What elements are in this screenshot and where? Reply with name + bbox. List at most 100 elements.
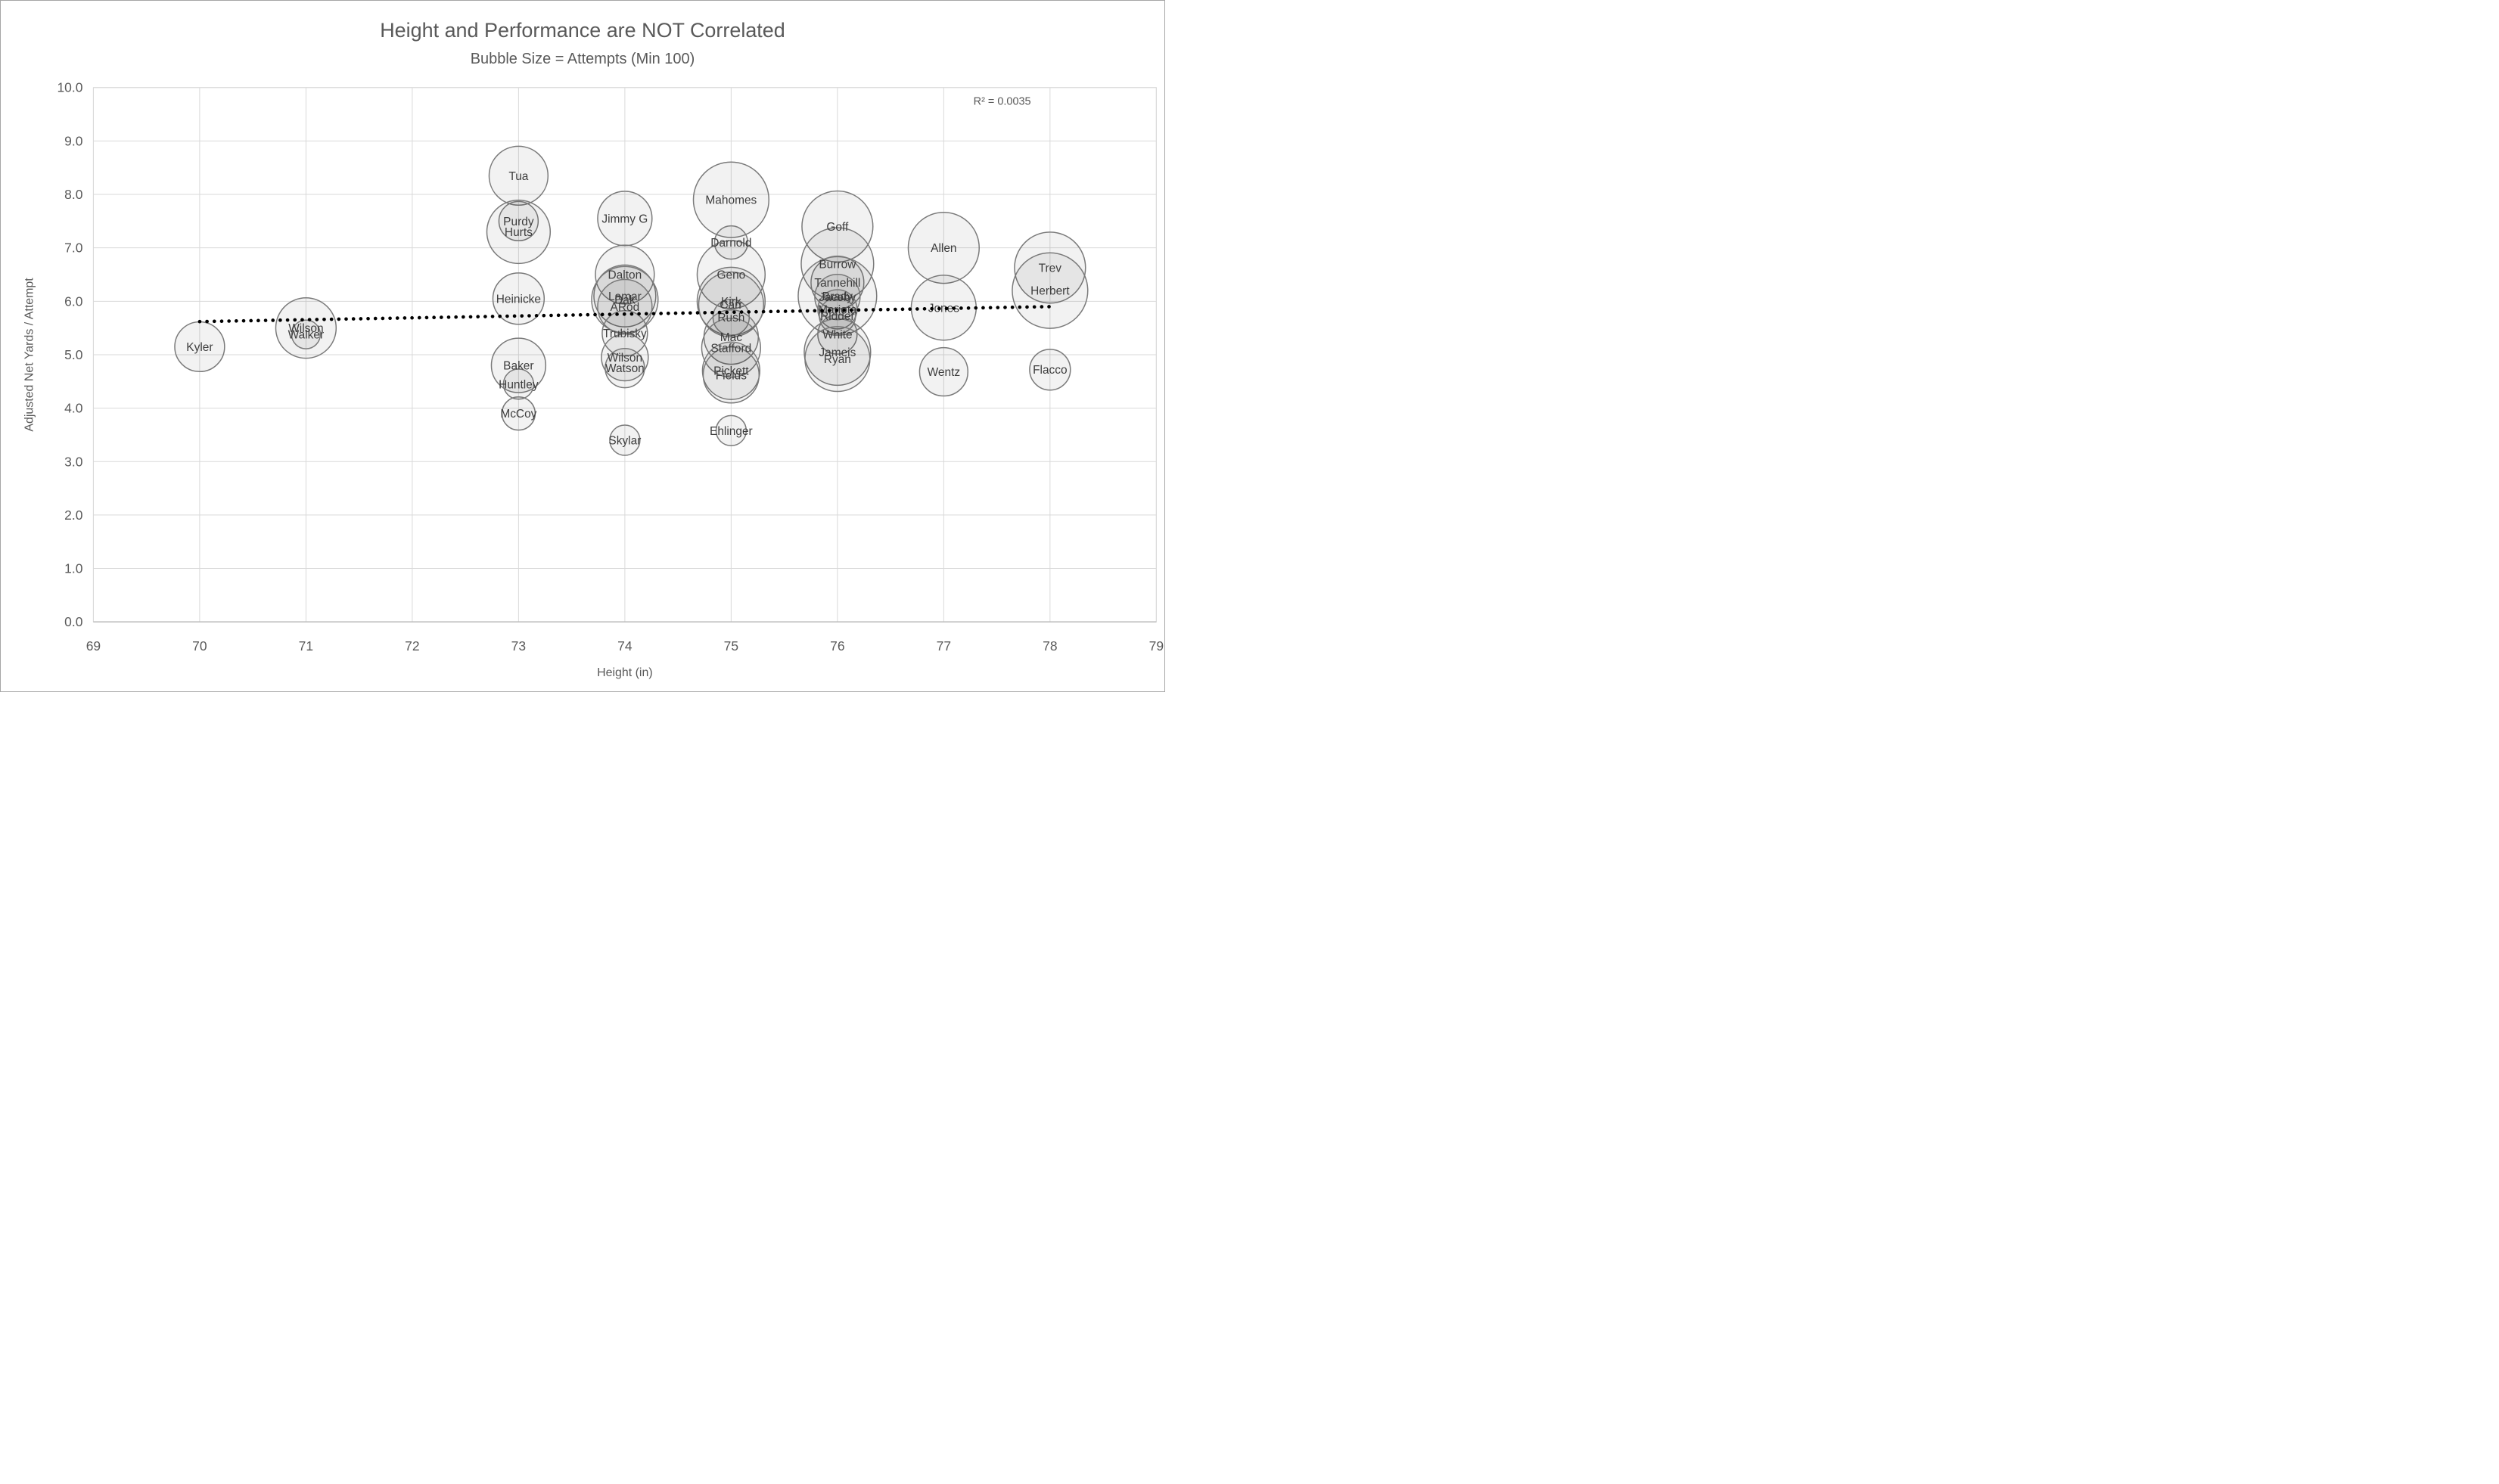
bubble-flacco xyxy=(1029,349,1071,391)
bubble-label-wilson: Wilson xyxy=(608,352,642,365)
bubble-label-tannehill: Tannehill xyxy=(814,277,860,290)
bubble-label-rush: Rush xyxy=(717,312,744,324)
bubble-chart: KylerWilsonWalkerTuaPurdyHurtsHeinickeBa… xyxy=(23,19,1164,679)
x-tick-label: 78 xyxy=(1043,638,1057,654)
chart-frame: Kyler Wilson Walker Tua Purdy Hurts Heinicke Ba… xyxy=(0,0,1165,692)
bubble-label-ridder: Ridder xyxy=(820,310,855,323)
bubble-label-baker: Baker xyxy=(503,360,533,373)
bubble-label-tua: Tua xyxy=(508,170,528,183)
bubble-dalton xyxy=(595,244,655,305)
y-tick-label: 6.0 xyxy=(64,293,83,309)
y-tick-label: 2.0 xyxy=(64,508,83,523)
bubble-wentz xyxy=(918,346,969,397)
chart-title: Height and Performance are NOT Correlate… xyxy=(380,19,785,42)
bubble-ridder xyxy=(819,296,856,335)
bubble-mahomes xyxy=(692,161,770,238)
x-tick-label: 76 xyxy=(830,638,844,654)
bubble-label-white: White xyxy=(822,329,853,342)
y-tick-label: 3.0 xyxy=(64,454,83,469)
bubble-wilson xyxy=(601,333,649,382)
x-tick-label: 74 xyxy=(617,638,633,654)
bubble-pickett xyxy=(701,341,761,400)
trendline xyxy=(197,305,1052,324)
bubble-carr xyxy=(698,271,765,338)
bubble-label-fields: Fields xyxy=(716,369,747,382)
bubble-ehlinger xyxy=(715,414,748,446)
bubble-goff xyxy=(801,190,874,263)
bubble-fields xyxy=(702,346,760,404)
bubble-label-carr: Carr xyxy=(720,299,742,312)
bubble-ryan xyxy=(804,325,871,393)
y-tick-label: 1.0 xyxy=(64,561,83,576)
x-tick-label: 73 xyxy=(511,638,526,654)
bubble-label-purdy: Purdy xyxy=(503,216,534,228)
bubble-darnold xyxy=(713,225,749,260)
y-tick-label: 8.0 xyxy=(64,187,83,202)
bubble-label-mahomes: Mahomes xyxy=(705,194,757,207)
bubble-label-huntley: Huntley xyxy=(499,378,539,391)
x-tick-label: 72 xyxy=(405,638,419,654)
bubble-geno xyxy=(696,240,766,309)
bubble-mccoy xyxy=(501,396,536,431)
r-squared-annotation: R² = 0.0035 xyxy=(974,95,1031,107)
bubble-label-arod: ARod xyxy=(611,301,640,314)
y-tick-label: 0.0 xyxy=(64,614,83,629)
bubble-burrow xyxy=(800,227,875,301)
x-tick-label: 77 xyxy=(937,638,951,654)
axis-layer: 0.0 1.0 2.0 3.0 4.0 5.0 6.0 7.0 8.0 9.0 10.0 69 70 71… xyxy=(57,80,1164,654)
bubble-label-darnold: Darnold xyxy=(710,237,751,250)
bubble-label-burrow: Burrow xyxy=(819,258,856,271)
y-tick-label: 5.0 xyxy=(64,347,83,362)
x-axis-title: Height (in) xyxy=(597,666,653,679)
bubble-baker xyxy=(490,337,547,393)
bubble-herbert xyxy=(1012,252,1089,329)
bubble-lamar xyxy=(593,264,657,328)
chart-subtitle: Bubble Size = Attempts (Min 100) xyxy=(471,51,695,67)
bubble-label-brady: Brady xyxy=(822,290,853,303)
bubble-label-watson: Watson xyxy=(605,362,645,375)
bubble-stafford xyxy=(701,318,762,378)
bubble-label-wilson: Wilson xyxy=(288,322,323,335)
bubble-watson xyxy=(605,347,645,389)
bubble-layer xyxy=(174,145,1089,456)
bubble-walker xyxy=(291,319,322,349)
bubble-label-wentz: Wentz xyxy=(928,366,961,379)
bubble-label-flacco: Flacco xyxy=(1033,364,1068,377)
bubble-label-geno: Geno xyxy=(716,269,745,281)
bubble-label-skylar: Skylar xyxy=(608,434,641,447)
bubble-label-layer: KylerWilsonWalkerTuaPurdyHurtsHeinickeBa… xyxy=(186,170,1070,448)
y-tick-label: 9.0 xyxy=(64,133,83,148)
x-tick-label: 71 xyxy=(299,638,313,654)
bubble-hurts xyxy=(486,199,552,265)
bubble-jacoby xyxy=(814,273,861,321)
bubble-label-jimmy-g: Jimmy G xyxy=(601,213,648,225)
bubble-label-allen: Allen xyxy=(931,242,956,255)
bubble-huntley xyxy=(502,368,535,400)
bubble-allen xyxy=(907,212,980,284)
bubble-label-heinicke: Heinicke xyxy=(496,293,541,306)
bubble-purdy xyxy=(498,200,539,242)
bubble-label-hurts: Hurts xyxy=(505,226,533,239)
y-tick-label: 4.0 xyxy=(64,401,83,416)
trendline-layer xyxy=(197,305,1052,324)
bubble-wilson xyxy=(275,296,337,359)
y-tick-label: 10.0 xyxy=(57,80,82,95)
bubble-label-trev: Trev xyxy=(1039,262,1062,275)
bubble-brady xyxy=(797,256,878,336)
bubble-trev xyxy=(1014,231,1086,304)
bubble-label-lamar: Lamar xyxy=(608,290,642,303)
bubble-white xyxy=(817,314,858,355)
x-tick-label: 70 xyxy=(192,638,207,654)
y-axis-title: Adjusted Net Yards / Attempt xyxy=(23,278,36,432)
bubble-label-goff: Goff xyxy=(826,221,849,234)
bubble-label-pickett: Pickett xyxy=(713,365,749,378)
bubble-trubisky xyxy=(601,310,648,357)
bubble-tua xyxy=(488,145,549,206)
bubble-skylar xyxy=(609,424,641,456)
bubble-jameis xyxy=(803,318,872,387)
bubble-heinicke xyxy=(492,272,545,325)
y-tick-label: 7.0 xyxy=(64,241,83,256)
bubble-label-herbert: Herbert xyxy=(1030,285,1070,298)
bubble-label-jameis: Jameis xyxy=(819,346,856,359)
bubble-dak xyxy=(591,265,659,334)
